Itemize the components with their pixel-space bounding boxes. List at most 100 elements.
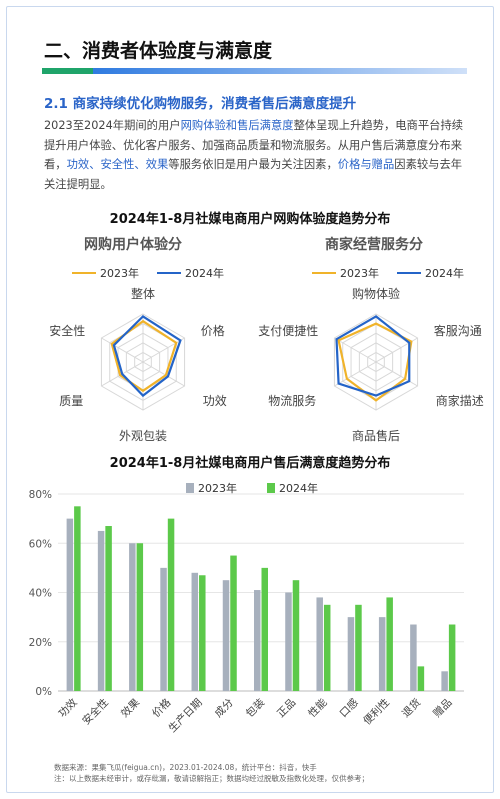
radar-axis-label: 安全性 [49, 323, 85, 338]
para-text-1: 2023至2024年期间的用户 [44, 119, 181, 132]
bar-2024 [323, 604, 331, 691]
legend-2023-label: 2023年 [198, 482, 237, 495]
legend-2024-label: 2024年 [425, 267, 464, 280]
para-highlight-3: 价格与赠品 [337, 158, 395, 171]
legend-2023-swatch [186, 483, 194, 493]
x-tick-label: 成分 [213, 696, 237, 720]
bar-2023 [347, 617, 355, 691]
radar-spoke [142, 337, 185, 363]
radar-axis-label: 质量 [59, 394, 83, 408]
radar1-legend: 2023年 2024年 [72, 265, 224, 281]
y-tick-label: 0% [35, 686, 52, 698]
para-highlight-1: 网购体验和售后满意度 [180, 119, 294, 132]
bar-section-title: 2024年1-8月社媒电商用户售后满意度趋势分布 [109, 456, 391, 471]
bar-2023 [160, 567, 167, 691]
bar-2024 [417, 666, 425, 691]
x-tick-label: 效果 [118, 696, 142, 720]
radar-series-2024 [335, 315, 411, 397]
legend-2024-line [157, 272, 181, 274]
radar-axis-label: 购物体验 [352, 286, 400, 301]
para-text-4: 因素较与去年关注提明显。 [44, 158, 463, 191]
bar-2023 [97, 530, 105, 691]
bar-2023 [378, 617, 386, 691]
section-title: 二、消费者体验度与满意度 [44, 40, 273, 62]
bar-2024 [261, 567, 268, 691]
radar-spoke [334, 361, 377, 387]
radar-axis-label: 整体 [131, 286, 155, 301]
radar2-legend: 2023年 2024年 [312, 265, 464, 281]
radar-spoke [375, 361, 418, 387]
para-text-2: 整体呈现上升趋势，电商平台持续提升用户体验、优化客户服务、加强商品质量和物流服务… [44, 119, 464, 171]
x-tick-label: 退货 [399, 696, 423, 720]
radar2-title: 商家经营服务分 [325, 237, 423, 253]
bar-2023 [254, 590, 261, 691]
y-tick-label: 60% [29, 538, 52, 550]
bar-2024 [355, 604, 362, 691]
x-tick-label: 便利性 [361, 696, 392, 727]
radar-spoke [101, 337, 144, 363]
legend-2023-line [72, 272, 96, 274]
bar-2023 [285, 592, 292, 691]
radar1-title: 网购用户体验分 [84, 237, 182, 253]
x-tick-label: 赠品 [430, 696, 454, 720]
y-tick-label: 40% [29, 588, 52, 600]
bar-2024 [230, 555, 237, 691]
bar-legend: 2023年 2024年 [186, 480, 318, 496]
footer-disclaimer: 注：以上数据未经审计，或存纰漏，敬请谅解指正；数据均经过脱敏及指数化处理，仅供参… [54, 774, 369, 783]
y-tick-label: 80% [29, 489, 52, 501]
page-frame [6, 6, 494, 793]
bar-2023 [316, 597, 323, 691]
bar-2023 [441, 671, 448, 691]
bar-2024 [105, 526, 112, 691]
para-text-3: 等服务依旧是用户最为关注因素， [168, 158, 338, 171]
x-tick-label: 性能 [306, 696, 330, 720]
radar-section-title: 2024年1-8月社媒电商用户网购体验度趋势分布 [109, 212, 391, 227]
x-tick-label: 口感 [337, 696, 361, 720]
radar-spoke [142, 361, 185, 387]
radar-spoke [334, 337, 377, 363]
legend-2024-line [397, 272, 421, 274]
legend-2023-label: 2023年 [340, 267, 379, 280]
x-tick-label: 价格 [149, 696, 173, 720]
x-tick-label: 生产日期 [166, 696, 205, 735]
intro-paragraph: 2023至2024年期间的用户网购体验和售后满意度整体呈现上升趋势，电商平台持续… [44, 116, 464, 194]
radar-axis-label: 支付便捷性 [258, 324, 318, 338]
title-underline [42, 68, 467, 74]
radar-axis-label: 商品售后 [352, 428, 400, 443]
bar-2023 [222, 580, 230, 691]
bar-2024 [74, 506, 81, 691]
x-tick-label: 正品 [275, 697, 298, 720]
legend-2024-label: 2024年 [279, 482, 318, 495]
bar-2023 [66, 518, 74, 691]
bar-2024 [386, 597, 393, 691]
bar-2024 [292, 580, 300, 691]
legend-2024-swatch [267, 483, 275, 493]
para-highlight-2: 功效、安全性、效果 [66, 158, 169, 171]
radar-axis-label: 价格 [201, 323, 225, 338]
radar-axis-label: 功效 [203, 393, 227, 408]
radar-axis-label: 外观包装 [119, 429, 167, 443]
radar-axis-label: 商家描述 [436, 393, 484, 408]
x-tick-label: 安全性 [80, 696, 111, 727]
radar-series-2024 [112, 314, 182, 398]
footer-source: 数据来源：果集飞瓜(feigua.cn)，2023.01-2024.08，统计平… [54, 763, 317, 772]
legend-2023-label: 2023年 [100, 267, 139, 280]
x-tick-label: 包装 [243, 696, 267, 720]
bar-2024 [167, 518, 175, 691]
y-tick-label: 20% [29, 637, 52, 649]
bar-2024 [199, 575, 206, 691]
legend-2024-label: 2024年 [185, 267, 224, 280]
legend-2023-line [312, 272, 336, 274]
bar-2023 [410, 624, 417, 691]
bar-2023 [129, 543, 136, 691]
x-tick-label: 功效 [56, 696, 80, 720]
bar-2024 [136, 543, 144, 691]
radar-series-2023 [110, 319, 178, 393]
radar-series-2023 [337, 322, 413, 402]
bar-2023 [191, 572, 199, 691]
footer-notes: 数据来源：果集飞瓜(feigua.cn)，2023.01-2024.08，统计平… [54, 762, 369, 784]
radar-axis-label: 物流服务 [268, 393, 316, 408]
